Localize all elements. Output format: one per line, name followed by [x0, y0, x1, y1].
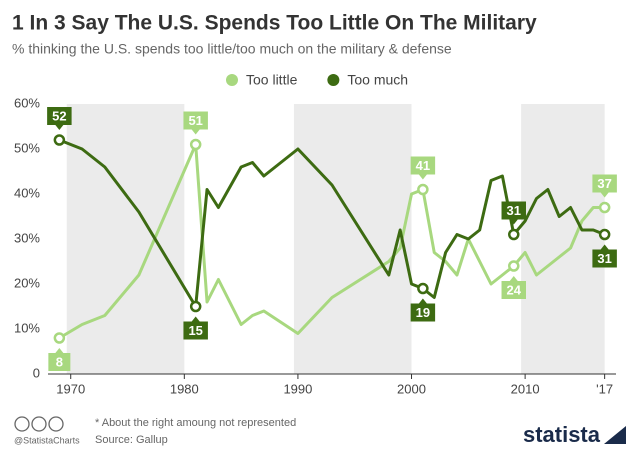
- chart-title: 1 In 3 Say The U.S. Spends Too Little On…: [12, 12, 537, 35]
- data-label: 24: [501, 276, 526, 299]
- data-label-text: 8: [56, 354, 63, 369]
- cc-icon: [14, 416, 30, 432]
- data-label-pointer: [55, 125, 64, 130]
- y-tick-label: 0: [33, 365, 40, 380]
- data-label: 37: [592, 174, 617, 198]
- x-tick-label: 1980: [170, 381, 199, 396]
- data-label: 8: [48, 348, 71, 371]
- data-label: 41: [410, 156, 436, 180]
- x-tick-label: '17: [596, 381, 613, 396]
- data-label-pointer: [191, 129, 200, 135]
- point-marker: [508, 260, 520, 272]
- data-label-box: [592, 249, 617, 268]
- data-label-text: 31: [507, 203, 521, 218]
- chart-subtitle: % thinking the U.S. spends too little/to…: [12, 41, 452, 57]
- data-label: 15: [183, 316, 208, 340]
- data-label-pointer: [191, 316, 200, 322]
- point-marker: [598, 228, 611, 241]
- footer: @StatistaCharts * About the right amoung…: [14, 416, 626, 447]
- y-tick-label: 40%: [14, 185, 40, 200]
- data-label-box: [47, 107, 72, 125]
- data-label-pointer: [55, 348, 64, 353]
- data-label-pointer: [509, 276, 518, 281]
- x-tick-label: 2000: [397, 381, 426, 396]
- point-marker: [53, 332, 66, 344]
- band: [66, 104, 185, 374]
- y-tick-label: 30%: [14, 230, 40, 245]
- nd-icon: [48, 416, 64, 432]
- point-marker: [189, 138, 202, 151]
- legend: Too little Too much: [226, 72, 408, 88]
- brand-logo: statista: [523, 422, 601, 447]
- data-label: 31: [592, 244, 617, 268]
- data-label-box: [501, 281, 526, 299]
- data-label-box: [410, 303, 436, 322]
- data-label-pointer: [509, 219, 518, 225]
- band: [521, 104, 605, 374]
- data-label: 51: [183, 111, 208, 135]
- data-label-box: [592, 174, 617, 193]
- data-label-text: 37: [597, 176, 611, 191]
- y-tick-label: 60%: [14, 95, 40, 110]
- band: [293, 104, 412, 374]
- data-label-box: [410, 156, 436, 175]
- data-label-box: [183, 321, 208, 340]
- point-marker: [508, 228, 520, 241]
- data-label-box: [501, 201, 526, 220]
- legend-marker: [226, 74, 238, 86]
- by-icon: [31, 416, 47, 432]
- data-label-text: 51: [188, 113, 202, 128]
- legend-label: Too little: [246, 72, 298, 88]
- y-tick-label: 20%: [14, 275, 40, 290]
- data-label-text: 41: [416, 158, 430, 173]
- series-line: [58, 138, 606, 308]
- data-label-pointer: [418, 174, 427, 180]
- point-marker: [598, 201, 611, 214]
- point-marker: [417, 183, 429, 196]
- handle: @StatistaCharts: [14, 435, 80, 445]
- y-tick-label: 10%: [14, 320, 40, 335]
- data-label-box: [48, 353, 71, 371]
- data-label-text: 31: [597, 251, 611, 266]
- data-label-text: 52: [52, 108, 66, 123]
- data-label-text: 19: [416, 305, 430, 320]
- data-label: 31: [501, 201, 526, 225]
- brand-mark: [604, 426, 626, 444]
- data-label-pointer: [600, 244, 609, 250]
- y-tick-label: 50%: [14, 140, 40, 155]
- data-label: 52: [47, 107, 72, 130]
- data-label-pointer: [418, 298, 427, 304]
- point-marker: [189, 300, 202, 313]
- note: * About the right amoung not represented: [95, 417, 296, 429]
- point-marker: [53, 134, 66, 146]
- x-tick-label: 2010: [511, 381, 540, 396]
- source: Source: Gallup: [95, 434, 168, 446]
- data-label-pointer: [600, 192, 609, 198]
- background-bands: [66, 104, 605, 374]
- data-label: 19: [410, 298, 436, 322]
- x-tick-label: 1990: [283, 381, 312, 396]
- legend-label: Too much: [347, 72, 408, 88]
- data-label-text: 24: [507, 282, 522, 297]
- point-marker: [417, 282, 429, 295]
- data-label-box: [183, 111, 208, 130]
- legend-marker: [327, 74, 340, 86]
- x-tick-label: 1970: [56, 381, 85, 396]
- series-line: [58, 143, 605, 340]
- data-label-text: 15: [188, 323, 202, 338]
